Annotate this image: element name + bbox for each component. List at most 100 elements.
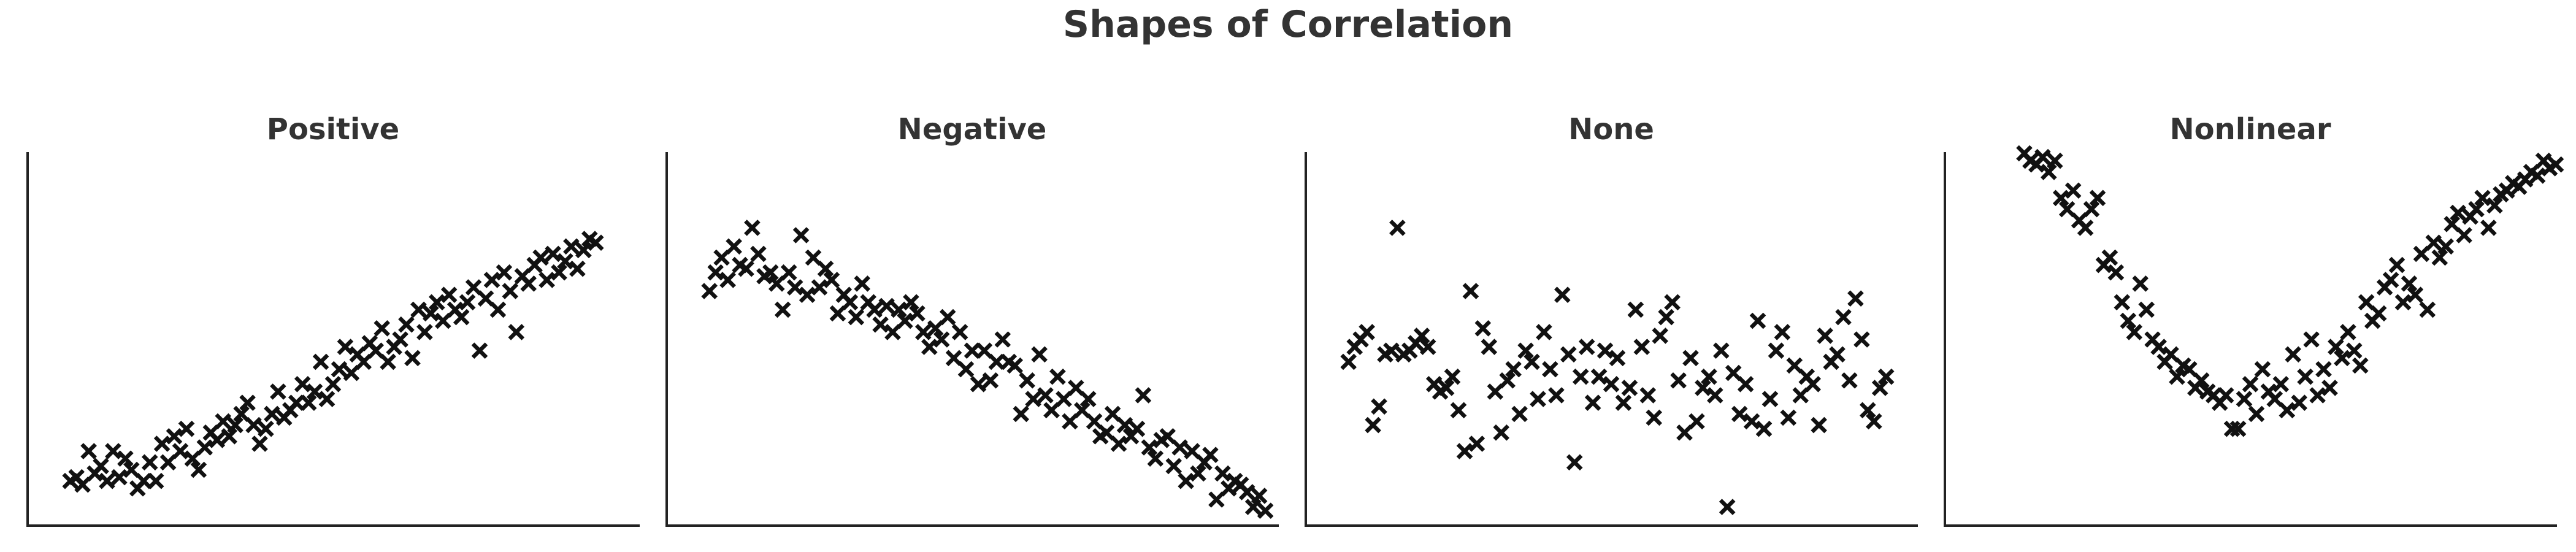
scatter-point <box>1037 387 1054 404</box>
scatter-point <box>508 324 525 340</box>
scatter-point <box>1359 324 1375 340</box>
scatter-point <box>2309 387 2326 404</box>
scatter-point <box>2388 256 2405 274</box>
scatter-point <box>312 353 329 370</box>
scatter-point <box>300 394 317 411</box>
scatter-point <box>1159 428 1176 445</box>
scatter-point <box>374 320 390 337</box>
scatter-point <box>172 443 189 459</box>
scatter-point <box>872 316 889 333</box>
scatter-point <box>2444 216 2460 232</box>
scatter-point <box>1590 368 1608 385</box>
scatter-point <box>2340 324 2356 340</box>
scatter-point <box>2450 204 2466 221</box>
scatter-point <box>2297 368 2313 385</box>
scatter-point <box>957 361 975 378</box>
scatter-point <box>1511 405 1528 423</box>
scatter-point <box>786 279 803 296</box>
scatter-point <box>1578 339 1595 355</box>
scatter-point <box>891 301 907 318</box>
scatter-point <box>1043 402 1060 419</box>
scatter-point <box>933 331 950 348</box>
scatter-point <box>1584 394 1601 411</box>
scatter-point <box>1493 424 1509 441</box>
scatter-point <box>2114 294 2131 311</box>
scatter-point <box>159 454 177 471</box>
scatter-point <box>2431 249 2448 266</box>
scatter-point <box>2236 391 2253 407</box>
scatter-point <box>1780 409 1797 426</box>
scatter-point <box>1597 342 1614 359</box>
scatter-point <box>2047 152 2063 169</box>
scatter-point <box>1639 387 1657 404</box>
scatter-point <box>1633 339 1650 355</box>
scatter-point <box>1165 458 1182 475</box>
scatter-point <box>1098 424 1115 441</box>
scatter-point <box>1074 402 1091 419</box>
scatter-point <box>1737 376 1754 393</box>
scatter-point <box>2437 238 2454 255</box>
scatter-point <box>2419 301 2436 318</box>
scatter-point <box>903 294 919 311</box>
scatter-point <box>337 339 354 355</box>
scatter-point <box>117 450 134 467</box>
scatter-point <box>251 435 268 452</box>
scatter-point <box>744 220 761 236</box>
scatter-point <box>2254 361 2271 378</box>
scatter-point <box>1548 387 1565 404</box>
scatter-point <box>141 454 158 471</box>
scatter-point <box>233 405 250 423</box>
scatter-point <box>1743 413 1760 430</box>
scatter-point <box>1340 353 1357 370</box>
scatter-point <box>1450 402 1467 419</box>
scatter-point <box>2163 346 2179 363</box>
scatter-point <box>2083 201 2100 218</box>
scatter-point <box>2394 294 2412 311</box>
scatter-point <box>1371 398 1387 415</box>
scatter-point <box>2242 376 2259 393</box>
scatter-point <box>2413 245 2430 263</box>
scatter-point <box>343 364 360 381</box>
scatter-point <box>1104 405 1121 423</box>
scatter-point <box>465 279 482 296</box>
scatter-point <box>780 264 797 281</box>
scatter-point <box>1768 342 1785 359</box>
scatter-point <box>1444 368 1461 385</box>
scatter-point <box>841 294 859 311</box>
scatter-point <box>2425 234 2442 251</box>
scatter-point <box>1572 368 1589 385</box>
scatter-point <box>1847 290 1864 307</box>
scatter-point <box>2480 220 2497 236</box>
scatter-point <box>1871 380 1888 396</box>
scatter-point <box>848 309 865 326</box>
scatter-point <box>1499 372 1516 389</box>
scatter-point <box>1682 350 1699 367</box>
scatter-point <box>1049 368 1066 385</box>
scatter-point <box>392 331 408 348</box>
scatter-point <box>2132 275 2149 292</box>
scatter-point <box>2382 272 2399 288</box>
scatter-point <box>1383 342 1400 359</box>
scatter-point <box>318 391 335 407</box>
scatter-point <box>1749 312 1766 329</box>
scatter-point <box>184 450 201 467</box>
scatter-point <box>557 253 573 270</box>
scatter-point <box>884 324 901 340</box>
scatter-point <box>1652 328 1668 344</box>
scatter-point <box>2193 372 2210 389</box>
scatter-point <box>502 283 519 299</box>
scatter-point <box>921 339 938 355</box>
scatter-point <box>2328 339 2344 355</box>
scatter-point <box>1462 283 1479 299</box>
scatter-point <box>1025 391 1041 407</box>
scatter-point <box>416 324 433 340</box>
scatter-point <box>738 260 754 277</box>
scatter-point <box>2052 190 2069 207</box>
scatter-point <box>1841 372 1858 389</box>
scatter-point <box>1079 391 1097 407</box>
scatter-point <box>215 413 231 430</box>
scatter-point <box>270 383 286 400</box>
scatter-point <box>1056 391 1072 407</box>
scatter-point <box>2346 342 2363 359</box>
scatter-point <box>1774 324 1791 340</box>
